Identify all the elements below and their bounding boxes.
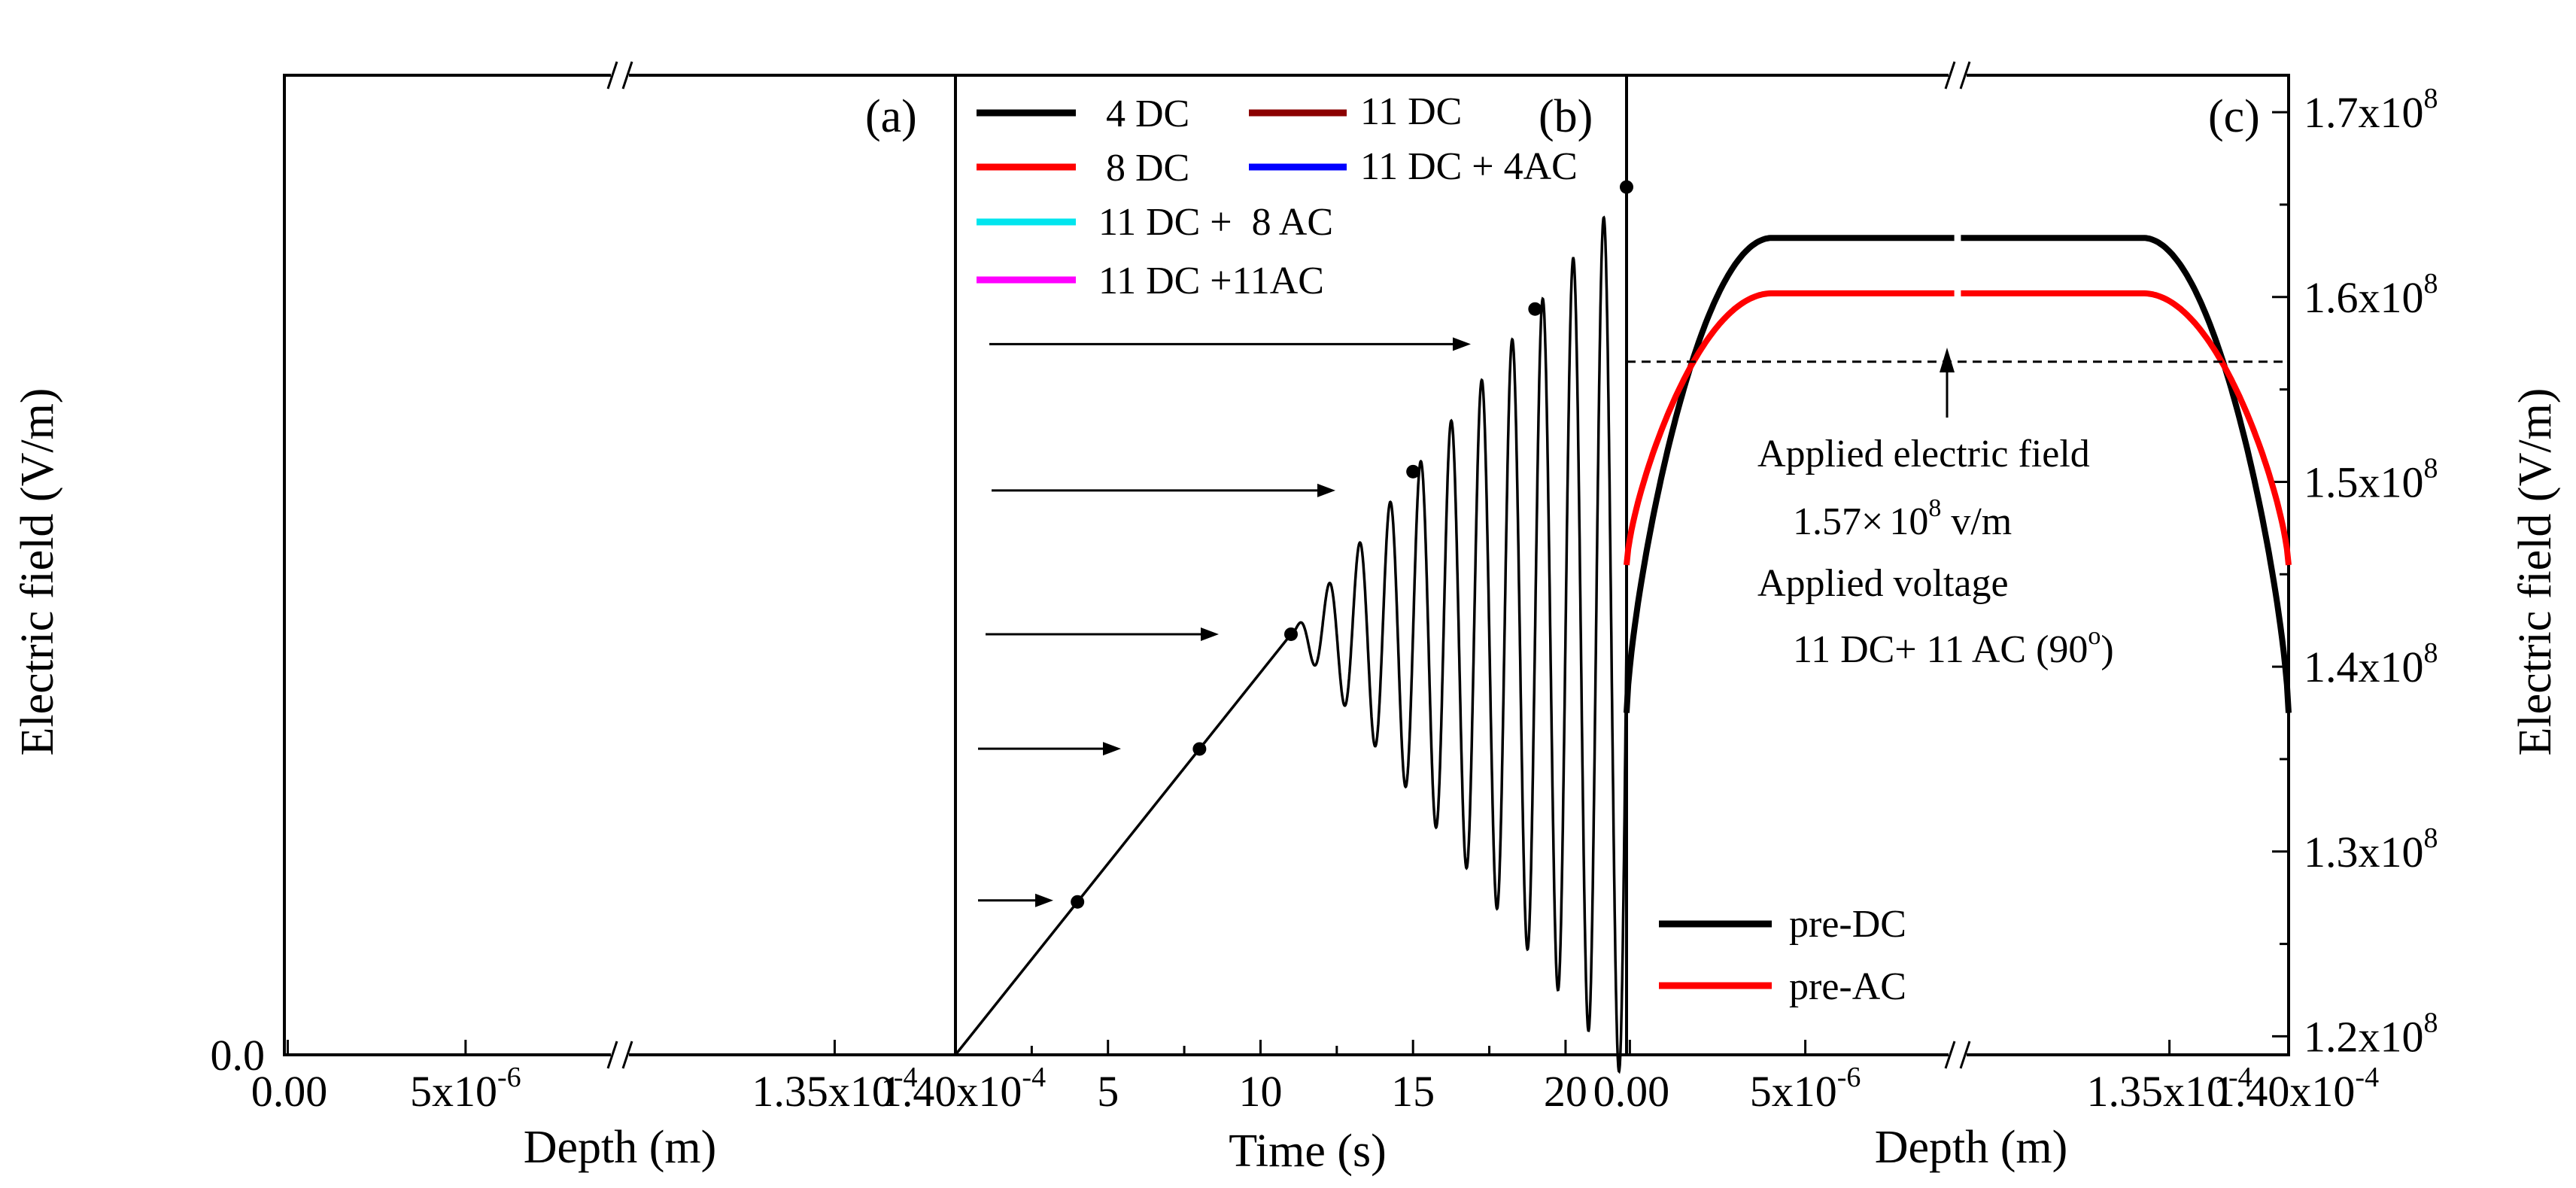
x-tick-label-c-0: 0.00 [1593,1067,1670,1116]
annotation-line-1: Applied electric field [1757,433,2090,476]
y-tick-label-c-1: 1.3x108 [2304,822,2438,877]
x-axis-label-b: Time (s) [1229,1126,1387,1177]
x-tick-label-c-2: 1.35x10-4 [2087,1062,2252,1116]
curve-c-0 [1624,235,2292,713]
x-axis-label-c: Depth (m) [1875,1122,2068,1173]
axis-break-c-0 [1944,61,1956,90]
y-tick-label-c-0: 1.2x108 [2304,1007,2438,1061]
legend-label-11dc: 11 DC [1360,90,1462,133]
arrow-b-head-1 [1103,742,1121,756]
x-tick-label-a-2: 1.35x10-4 [752,1062,917,1116]
x-tick-label-b-0: 5 [1097,1067,1119,1116]
marker-b-0 [1071,895,1085,909]
axis-break-gap-a [611,69,629,81]
curves-layer [954,180,2292,1074]
x-tick-label-b-3: 20 [1544,1067,1587,1116]
x-tick-label-a-0: 0.00 [251,1067,328,1116]
marker-b-1 [1192,742,1207,756]
y-tick-label-c-4: 1.6x108 [2304,268,2438,322]
axis-break-gap-c [1949,1049,1967,1061]
panel-label-c: (c) [2208,91,2260,142]
legend-label-11dc-8ac: 11 DC + 8 AC [1098,201,1333,244]
legend-label-8dc: 8 DC [1106,147,1189,190]
marker-b-2 [1284,627,1298,641]
axis-break-c-0 [1959,61,1971,90]
annotation-arrow-head [1940,348,1955,372]
marker-b-5 [1620,180,1633,194]
axis-break-a-1 [606,1041,618,1069]
legend-label-pre-ac: pre-AC [1789,965,1906,1008]
x-tick-label-a-1: 5x10-6 [410,1062,521,1116]
y-tick-label-c-5: 1.7x108 [2304,83,2438,137]
curve-c-1 [1624,290,2292,566]
annotation-line-2: 1.57× 108 v/m [1793,494,2012,543]
axis-break-a-0 [606,61,618,90]
arrow-b-head-2 [1201,627,1219,641]
y-axis-label-right: Electric field (V/m) [2510,388,2561,756]
annotation-exp-base: 10 [1889,500,1928,543]
x-tick-label-c-1: 5x10-6 [1750,1062,1861,1116]
x-tick-label-c-3: 1.40x10-4 [2213,1062,2379,1116]
x-tick-label-b-1: 10 [1238,1067,1282,1116]
arrow-b-head-3 [1317,483,1335,497]
x-tick-label-a-3: 1.40x10-4 [880,1062,1046,1116]
ticks-layer: 0.04.0x1078.0x1071.2x1081.6x1081.2x1081.… [211,61,2438,1116]
annotation-exp: 8 [1928,494,1941,522]
y-axis-label-left: Electric field (V/m) [12,388,63,756]
frame-a [283,74,957,1056]
y-tick-label-a-0: 0.0 [211,1031,266,1080]
y-tick-label-c-3: 1.5x108 [2304,452,2438,506]
annotation-voltage: 11 DC+ 11 AC (90 [1793,628,2088,671]
axis-break-a-1 [621,1041,633,1069]
marker-b-4 [1528,302,1542,316]
annotation-unit: v/m [1941,500,2012,543]
axis-break-a-0 [621,61,633,90]
y-tick-label-c-2: 1.4x108 [2304,637,2438,691]
x-tick-label-b-2: 15 [1391,1067,1435,1116]
annotation-degree: o [2088,622,2101,650]
panel-label-a: (a) [865,91,917,142]
arrow-b-head-0 [1035,893,1053,907]
panel-label-b: (b) [1539,91,1593,142]
legend-b: 4 DC 11 DC 8 DC 11 DC + 4AC 11 DC + 8 AC… [977,90,1578,302]
annotation-close: ) [2101,628,2113,671]
axis-break-c-1 [1959,1041,1971,1069]
legend-label-11dc-4ac: 11 DC + 4AC [1360,145,1578,188]
annotation-c: Applied electric field 1.57× 108 v/m Appl… [1757,348,2114,671]
marker-b-3 [1406,464,1420,479]
waveform-b [954,215,1628,1074]
arrows-layer [978,337,1471,907]
legend-label-11dc-11ac: 11 DC +11AC [1098,260,1324,302]
legend-label-4dc: 4 DC [1106,93,1189,135]
axis-break-gap-c [1949,69,1967,81]
legend-c: pre-DC pre-AC [1659,903,1906,1008]
arrow-b-head-4 [1453,337,1471,351]
annotation-value: 1.57× [1793,500,1883,543]
x-axis-label-a: Depth (m) [524,1122,717,1173]
annotation-line-4: 11 DC+ 11 AC (90o) [1793,622,2114,671]
annotation-line-3: Applied voltage [1757,562,2009,605]
axis-break-c-1 [1944,1041,1956,1069]
legend-label-pre-dc: pre-DC [1789,903,1906,946]
axis-break-gap-a [611,1049,629,1061]
